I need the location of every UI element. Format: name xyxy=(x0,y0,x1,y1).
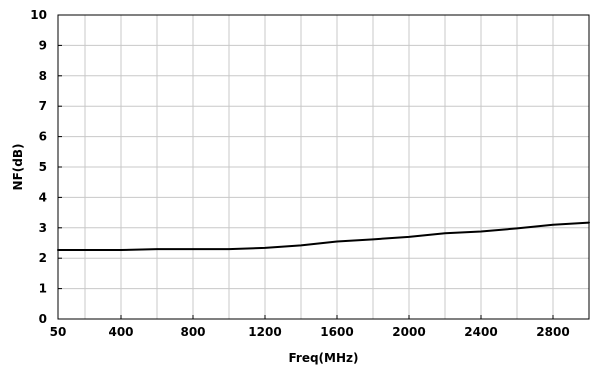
x-tick-label: 2800 xyxy=(536,325,569,339)
y-tick-label: 7 xyxy=(39,99,47,113)
grid-layer xyxy=(57,14,590,320)
x-tick-label: 50 xyxy=(50,325,67,339)
x-tick-label: 1200 xyxy=(248,325,281,339)
y-tick-labels: 0 1 2 3 4 5 6 7 8 9 10 xyxy=(30,8,47,326)
x-tick-label: 2400 xyxy=(464,325,497,339)
x-tick-label: 800 xyxy=(180,325,205,339)
y-tick-label: 3 xyxy=(39,221,47,235)
y-tick-label: 1 xyxy=(39,282,47,296)
x-tick-label: 2000 xyxy=(392,325,425,339)
y-tick-label: 10 xyxy=(30,8,47,22)
series-line xyxy=(57,221,590,251)
y-tick-label: 9 xyxy=(39,38,47,52)
y-tick-label: 5 xyxy=(39,160,47,174)
x-tick-label: 1600 xyxy=(320,325,353,339)
x-axis-title: Freq(MHz) xyxy=(288,351,358,365)
y-tick-label: 8 xyxy=(39,69,47,83)
y-tick-label: 6 xyxy=(39,130,47,144)
x-tick-label: 400 xyxy=(108,325,133,339)
y-tick-label: 0 xyxy=(39,312,47,326)
x-tick-labels: 50 400 800 1200 1600 2000 2400 2800 xyxy=(50,325,570,339)
y-tick-label: 4 xyxy=(39,190,47,204)
series-layer xyxy=(57,221,590,251)
y-tick-label: 2 xyxy=(39,251,47,265)
plot-frame xyxy=(57,14,590,320)
y-axis-title: NF(dB) xyxy=(11,144,25,191)
